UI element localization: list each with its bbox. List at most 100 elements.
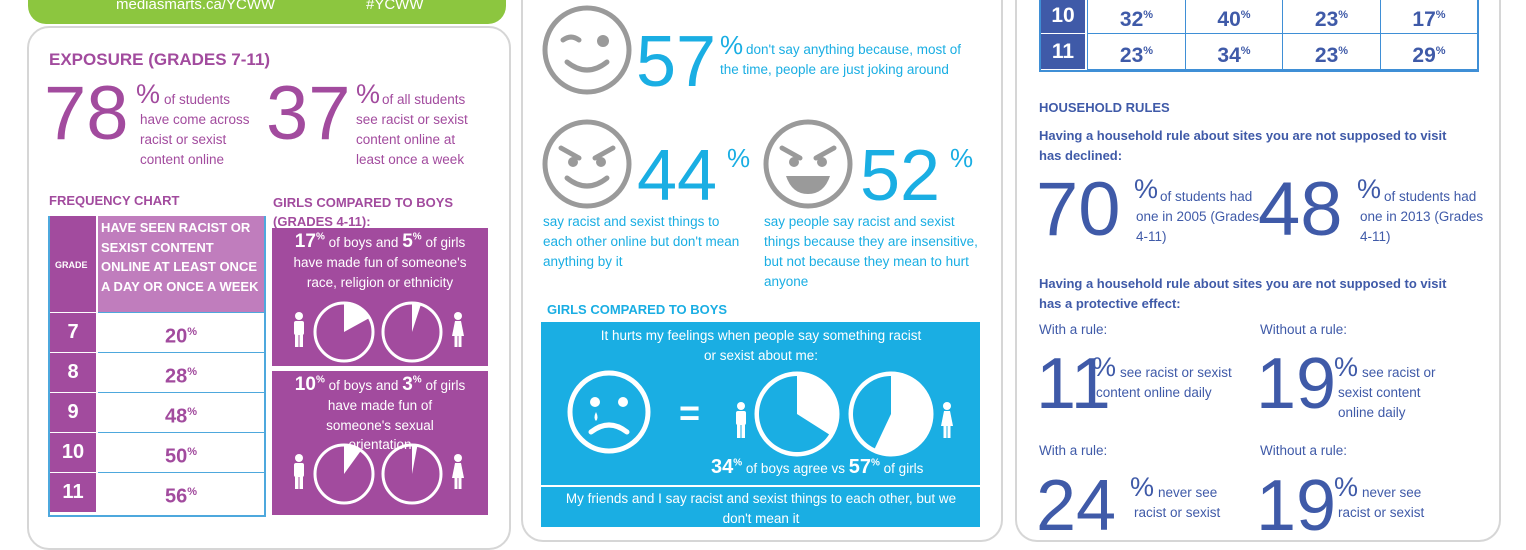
rules-value-cell: 17% (1379, 0, 1478, 34)
pie-slice (344, 303, 370, 332)
exposure-title: EXPOSURE (GRADES 7-11) (49, 50, 271, 69)
stat-70-unit: % (1134, 174, 1159, 204)
rules-value-cell: 34% (1184, 34, 1283, 70)
pie-slice (759, 376, 830, 452)
household-rules-sub1: Having a household rule about sites you … (1039, 128, 1447, 163)
gvb2-line: 10% of boys and 3% of girls (294, 374, 466, 395)
friends-box: My friends and I say racist and sexist t… (541, 487, 980, 527)
boy-icon (294, 312, 304, 347)
gvb2-girls: 3% (402, 374, 422, 395)
gvb1-boys: 17% (294, 231, 325, 252)
hurts-feelings-text: It hurts my feelings when people say som… (600, 328, 922, 363)
equals-sign: = (679, 392, 701, 433)
gvb1-girls: 5% (402, 231, 422, 252)
table-row: 10 50% (50, 432, 264, 472)
table-row: 7 20% (50, 312, 264, 352)
rules-grade-cell: 10 (1041, 0, 1085, 34)
stat-37: 37 (266, 76, 351, 152)
devious-face-icon (542, 119, 632, 209)
frequency-table: GRADE HAVE SEEN RACIST OR SEXIST CONTENT… (48, 216, 266, 517)
freq-grade-cell: 8 (50, 352, 96, 392)
boy-icon (294, 454, 304, 489)
gvb2-girls-pie (381, 443, 443, 505)
pie-slice (412, 445, 418, 474)
stat-19b-text: never see racist or sexist (1338, 485, 1425, 520)
gvb1-girls-pie (381, 301, 443, 363)
stat-52-unit: % (950, 143, 974, 173)
stat-52-value: 52 (860, 136, 941, 216)
friends-text: My friends and I say racist and sexist t… (565, 491, 957, 526)
freq-value-cell: 56% (98, 472, 264, 512)
stat-44: 44 (637, 140, 717, 212)
pie-slice (853, 376, 891, 449)
stat-48-unit: % (1357, 174, 1382, 204)
rules-value-cell: 32% (1087, 0, 1185, 34)
gvb-title-col1: GIRLS COMPARED TO BOYS (GRADES 4-11): (273, 195, 454, 229)
stat-19a-value: 19 (1256, 344, 1337, 424)
freq-value-cell: 50% (98, 432, 264, 472)
rules-value-cell: 29% (1379, 34, 1478, 70)
stat-24-value: 24 (1036, 466, 1117, 546)
stat-24-unit: % (1130, 472, 1155, 502)
freq-value-cell: 48% (98, 392, 264, 432)
gvb1-pies (294, 301, 464, 363)
box1-girls: 57% (848, 456, 880, 478)
gvb1-boys-pie (313, 301, 375, 363)
hurts-feelings-graphics (567, 370, 953, 457)
girl-icon (452, 312, 464, 347)
stat-11-text: see racist or sexist content online dail… (1096, 365, 1232, 400)
rules-value-cell: 23% (1282, 34, 1380, 70)
table-row: 9 48% (50, 392, 264, 432)
stat-44-text: say racist and sexist things to each oth… (543, 214, 740, 269)
frequency-chart-title: FREQUENCY CHART (49, 193, 180, 208)
boy-icon (736, 402, 746, 438)
freq-grade-cell: 7 (50, 312, 96, 352)
stat-48-value: 48 (1258, 167, 1343, 252)
freq-value-cell: 20% (98, 312, 264, 352)
table-row: 8 28% (50, 352, 264, 392)
banner-hashtag: #YCWW (366, 0, 424, 13)
freq-header-grade: GRADE (50, 216, 96, 312)
stat-19b-unit: % (1334, 472, 1359, 502)
girl-icon (452, 454, 464, 489)
stat-19a-unit: % (1334, 352, 1359, 382)
sad-face-icon (567, 370, 651, 454)
gvb2-text: have made fun of someone's sexual orient… (326, 398, 434, 452)
gvb1-text: have made fun of someone's race, religio… (293, 255, 467, 290)
freq-grade-label: GRADE (55, 260, 88, 270)
gvb-box-2: 10% of boys and 3% of girls have made fu… (272, 371, 488, 515)
rules-value-cell: 40% (1184, 0, 1283, 34)
stat-19b: 19 (1256, 470, 1336, 542)
rules-table: 10 32% 40% 23% 17% 11 23% 34% 23% 29% (1039, 0, 1479, 72)
freq-header-col: HAVE SEEN RACIST OR SEXIST CONTENT ONLIN… (98, 216, 264, 312)
stat-24-text: never see racist or sexist (1134, 485, 1221, 520)
stat-44-unit: % (727, 143, 751, 173)
with-rule-label-2: With a rule: (1039, 443, 1108, 458)
table-row: 10 32% 40% 23% 17% (1041, 0, 1478, 34)
grinning-evil-face-icon (763, 119, 853, 209)
stat-70-value: 70 (1036, 167, 1121, 252)
household-rules-title: HOUSEHOLD RULES (1039, 100, 1170, 115)
stat-24: 24 (1036, 470, 1116, 542)
box1-boys-pie (754, 371, 840, 457)
stat-11-value: 11 (1036, 344, 1111, 424)
gvb-box-1: 17% of boys and 5% of girls have made fu… (272, 228, 488, 366)
girl-icon (941, 402, 953, 438)
box1-girls-pie (848, 371, 934, 457)
box1-boys: 34% (711, 456, 743, 478)
without-rule-label-2: Without a rule: (1260, 443, 1348, 458)
freq-grade-cell: 10 (50, 432, 96, 472)
freq-grade-cell: 11 (50, 472, 96, 512)
gvb-title-col2: GIRLS COMPARED TO BOYS (547, 302, 728, 317)
banner-url: mediasmarts.ca/YCWW (116, 0, 276, 13)
stat-19a: 19 (1256, 348, 1336, 420)
stat-78-unit: % (136, 79, 161, 109)
stat-37-unit: % (356, 79, 381, 109)
gvb1-line: 17% of boys and 5% of girls (294, 231, 466, 252)
stat-78: 78 (44, 76, 129, 152)
stat-11: 11 (1036, 348, 1111, 420)
gvb2-boys-pie (313, 443, 375, 505)
stat-57-value: 57 (636, 22, 717, 102)
stat-48-text: of students had one in 2013 (Grades 4-11… (1360, 189, 1484, 244)
table-row: 11 56% (50, 472, 264, 512)
